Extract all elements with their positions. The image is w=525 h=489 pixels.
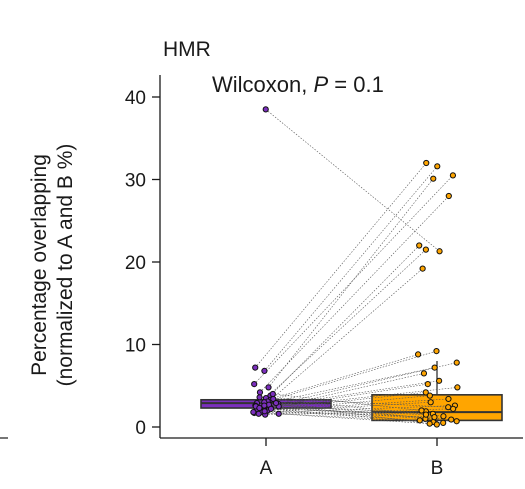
point-A-37 bbox=[272, 399, 280, 407]
x-tick-label-A: A bbox=[260, 458, 273, 479]
point-B-14 bbox=[436, 377, 443, 384]
point-A-34 bbox=[256, 404, 263, 412]
point-B-17 bbox=[422, 389, 429, 396]
point-A-35 bbox=[269, 390, 276, 398]
point-B-12 bbox=[431, 364, 438, 371]
point-A-4 bbox=[265, 384, 272, 391]
point-B-32 bbox=[448, 416, 455, 423]
point-B-7 bbox=[422, 246, 429, 253]
point-B-5 bbox=[445, 192, 452, 200]
point-A-29 bbox=[267, 405, 275, 412]
point-A-36 bbox=[256, 394, 263, 401]
point-A-2 bbox=[261, 367, 268, 374]
point-B-15 bbox=[424, 381, 431, 388]
stat-annotation: Wilcoxon, P = 0.1 bbox=[212, 72, 384, 97]
pair-line-3 bbox=[253, 175, 454, 385]
pair-line-6 bbox=[270, 245, 420, 396]
pair-line-14 bbox=[263, 380, 440, 408]
point-A-5 bbox=[256, 389, 264, 396]
pair-line-33 bbox=[264, 411, 435, 418]
point-B-29 bbox=[440, 419, 447, 426]
y-tick-label-30: 30 bbox=[125, 171, 146, 192]
point-B-37 bbox=[453, 418, 460, 425]
point-A-22 bbox=[255, 410, 262, 417]
point-B-1 bbox=[423, 159, 430, 167]
point-A-3 bbox=[251, 381, 258, 388]
point-B-30 bbox=[426, 420, 433, 427]
point-B-10 bbox=[415, 351, 422, 358]
point-B-2 bbox=[434, 163, 441, 170]
point-B-36 bbox=[445, 404, 452, 411]
point-A-0 bbox=[262, 106, 269, 113]
point-B-9 bbox=[433, 348, 440, 355]
pair-line-2 bbox=[264, 166, 438, 372]
pair-line-9 bbox=[267, 350, 437, 402]
point-B-22 bbox=[450, 405, 457, 412]
point-B-0 bbox=[436, 248, 443, 255]
point-A-32 bbox=[261, 402, 268, 409]
plot-area: 0 10 20 30 40 A B bbox=[125, 75, 523, 479]
pair-line-12 bbox=[255, 367, 435, 406]
pair-line-10 bbox=[256, 354, 419, 404]
pair-line-17 bbox=[264, 392, 426, 410]
pair-line-30 bbox=[278, 413, 430, 424]
stat-p-value: = 0.1 bbox=[328, 72, 384, 97]
point-B-19 bbox=[445, 395, 452, 403]
pair-line-26 bbox=[255, 406, 426, 420]
point-B-6 bbox=[416, 242, 423, 249]
panel-title: HMR bbox=[163, 38, 211, 61]
point-A-28 bbox=[250, 409, 257, 416]
point-A-1 bbox=[252, 364, 259, 371]
x-tick-label-B: B bbox=[431, 458, 444, 479]
point-B-31 bbox=[433, 421, 440, 428]
point-B-27 bbox=[416, 417, 423, 424]
y-axis-title-line1: Percentage overlapping bbox=[28, 154, 51, 376]
point-B-34 bbox=[422, 411, 430, 418]
pair-line-21 bbox=[254, 405, 455, 414]
y-axis-title: Percentage overlapping (normalized to A … bbox=[28, 144, 77, 387]
pair-line-34 bbox=[259, 407, 426, 415]
pair-line-32 bbox=[264, 405, 452, 420]
point-B-11 bbox=[453, 359, 460, 366]
y-tick-label-20: 20 bbox=[125, 253, 146, 274]
pair-line-15 bbox=[270, 383, 428, 409]
pair-line-7 bbox=[265, 249, 427, 399]
point-B-35 bbox=[418, 407, 425, 414]
pair-line-36 bbox=[259, 397, 449, 408]
y-tick-label-40: 40 bbox=[125, 88, 146, 109]
pair-line-11 bbox=[278, 362, 457, 405]
pair-line-31 bbox=[264, 401, 437, 425]
pair-line-19 bbox=[256, 398, 449, 412]
point-B-33 bbox=[431, 414, 438, 421]
pair-line-24 bbox=[268, 404, 433, 415]
pair-line-4 bbox=[268, 178, 434, 388]
point-B-8 bbox=[419, 265, 426, 272]
point-A-30 bbox=[275, 410, 282, 417]
y-tick-label-10: 10 bbox=[125, 336, 146, 357]
point-B-4 bbox=[430, 175, 437, 182]
point-B-16 bbox=[454, 384, 461, 391]
point-A-33 bbox=[261, 408, 268, 415]
point-B-3 bbox=[449, 172, 457, 179]
stat-p-symbol: P bbox=[313, 72, 328, 97]
y-axis-title-line2: (normalized to A and B %) bbox=[54, 144, 77, 387]
point-B-18 bbox=[426, 392, 433, 399]
pair-line-13 bbox=[278, 373, 425, 407]
point-B-13 bbox=[420, 370, 428, 377]
pair-line-35 bbox=[272, 393, 422, 411]
stat-test: Wilcoxon, bbox=[212, 72, 313, 97]
pair-line-0 bbox=[265, 109, 440, 252]
y-tick-label-0: 0 bbox=[135, 418, 146, 439]
point-B-25 bbox=[440, 413, 447, 420]
pair-line-8 bbox=[270, 268, 423, 401]
point-B-20 bbox=[427, 399, 434, 406]
pair-line-5 bbox=[259, 195, 450, 393]
pair-line-28 bbox=[253, 411, 434, 423]
pair-line-1 bbox=[255, 162, 427, 368]
